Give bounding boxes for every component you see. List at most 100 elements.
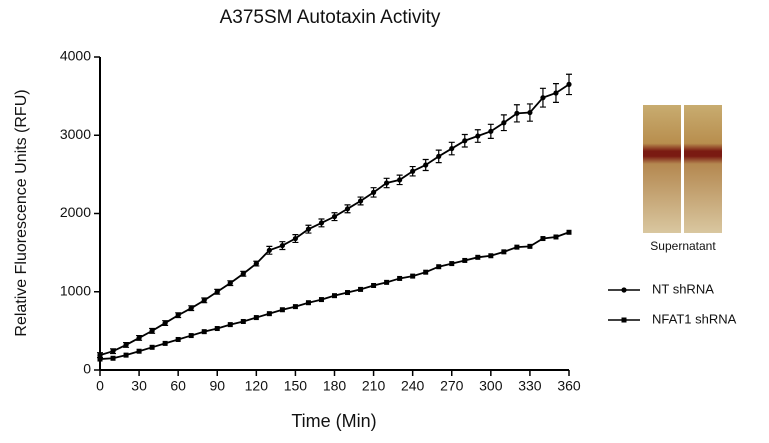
x-tick-label: 330 — [518, 378, 542, 394]
marker — [332, 214, 337, 219]
marker — [449, 146, 454, 151]
inset-label: Supernatant — [650, 239, 716, 253]
marker — [488, 129, 493, 134]
x-tick-label: 30 — [131, 378, 147, 394]
legend-label: NFAT1 shRNA — [652, 311, 737, 326]
x-tick-label: 60 — [170, 378, 186, 394]
marker — [410, 274, 415, 279]
marker — [306, 227, 311, 232]
marker — [215, 289, 220, 294]
marker — [98, 357, 103, 362]
marker — [124, 353, 129, 358]
marker — [462, 138, 467, 143]
marker — [567, 230, 572, 235]
marker — [622, 318, 627, 323]
marker — [110, 349, 115, 354]
marker — [527, 110, 532, 115]
marker — [553, 234, 558, 239]
marker — [137, 349, 142, 354]
marker — [228, 322, 233, 327]
marker — [293, 304, 298, 309]
marker — [306, 300, 311, 305]
marker — [514, 245, 519, 250]
marker — [163, 341, 168, 346]
marker — [462, 258, 467, 263]
marker — [540, 236, 545, 241]
marker — [553, 90, 558, 95]
y-tick-label: 3000 — [60, 126, 91, 142]
marker — [475, 133, 480, 138]
marker — [189, 306, 194, 311]
marker — [267, 248, 272, 253]
x-tick-label: 270 — [440, 378, 464, 394]
marker — [254, 261, 259, 266]
marker — [397, 177, 402, 182]
marker — [475, 255, 480, 260]
marker — [111, 356, 116, 361]
y-axis-label: Relative Fluorescence Units (RFU) — [13, 89, 30, 336]
marker — [241, 319, 246, 324]
marker — [371, 283, 376, 288]
gel-lane — [643, 105, 681, 233]
marker — [384, 280, 389, 285]
x-axis-label: Time (Min) — [291, 411, 376, 431]
marker — [436, 264, 441, 269]
marker — [176, 337, 181, 342]
x-tick-label: 150 — [284, 378, 308, 394]
marker — [280, 243, 285, 248]
marker — [514, 111, 519, 116]
legend-label: NT shRNA — [652, 281, 714, 296]
marker — [163, 320, 168, 325]
marker — [254, 315, 259, 320]
marker — [621, 287, 626, 292]
marker — [436, 154, 441, 159]
y-tick-label: 0 — [83, 361, 91, 377]
x-tick-label: 240 — [401, 378, 425, 394]
chart: A375SM Autotaxin Activity Time (Min) Rel… — [0, 0, 769, 438]
x-tick-label: 300 — [479, 378, 503, 394]
x-tick-label: 360 — [557, 378, 581, 394]
marker — [280, 307, 285, 312]
gel-lane — [684, 105, 722, 233]
chart-title: A375SM Autotaxin Activity — [220, 7, 441, 28]
x-tick-label: 90 — [209, 378, 225, 394]
marker — [189, 333, 194, 338]
marker — [319, 220, 324, 225]
marker — [228, 281, 233, 286]
marker — [358, 287, 363, 292]
marker — [150, 345, 155, 350]
marker — [527, 244, 532, 249]
marker — [332, 293, 337, 298]
marker — [423, 162, 428, 167]
marker — [202, 298, 207, 303]
x-tick-label: 0 — [96, 378, 104, 394]
x-tick-label: 180 — [323, 378, 347, 394]
x-tick-label: 120 — [245, 378, 269, 394]
y-tick-label: 1000 — [60, 282, 91, 298]
marker — [449, 261, 454, 266]
marker — [241, 271, 246, 276]
marker — [345, 206, 350, 211]
marker — [136, 335, 141, 340]
marker — [501, 249, 506, 254]
marker — [345, 290, 350, 295]
marker — [410, 169, 415, 174]
marker — [397, 276, 402, 281]
marker — [267, 311, 272, 316]
y-tick-label: 2000 — [60, 204, 91, 220]
marker — [123, 342, 128, 347]
marker — [488, 253, 493, 258]
marker — [319, 297, 324, 302]
marker — [176, 313, 181, 318]
marker — [423, 270, 428, 275]
marker — [501, 120, 506, 125]
y-tick-label: 4000 — [60, 48, 91, 64]
marker — [371, 190, 376, 195]
marker — [215, 326, 220, 331]
marker — [293, 236, 298, 241]
marker — [566, 82, 571, 87]
marker — [384, 180, 389, 185]
marker — [202, 329, 207, 334]
marker — [150, 328, 155, 333]
x-tick-label: 210 — [362, 378, 386, 394]
